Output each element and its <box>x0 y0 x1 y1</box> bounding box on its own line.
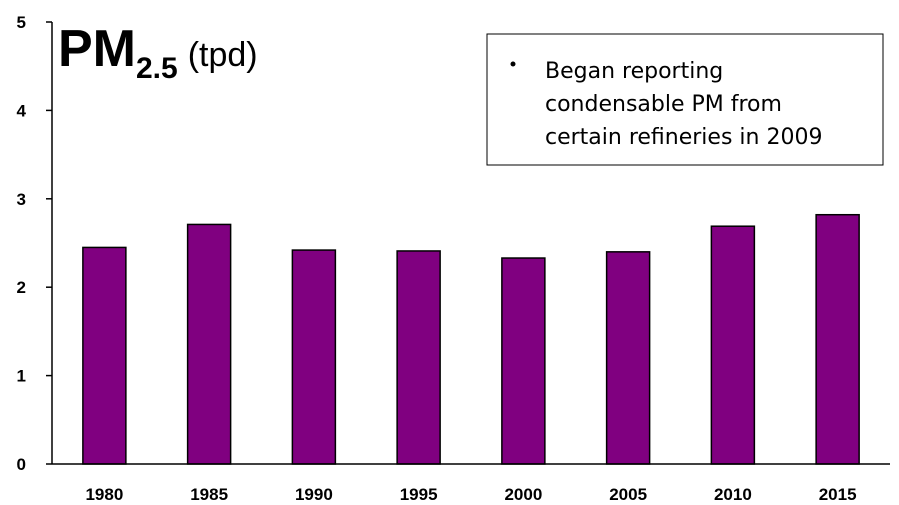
y-tick-label: 5 <box>17 13 26 32</box>
x-tick-label: 2005 <box>609 485 647 504</box>
annotation-line: condensable PM from <box>545 92 782 117</box>
y-tick-label: 0 <box>17 455 26 474</box>
x-tick-label: 1985 <box>190 485 228 504</box>
bar <box>291 249 337 465</box>
bar <box>501 257 546 465</box>
x-tick-label: 1990 <box>295 485 333 504</box>
annotation-line: certain refineries in 2009 <box>545 125 822 150</box>
bar <box>710 225 756 465</box>
bar <box>815 213 860 465</box>
annotation-box <box>486 33 884 166</box>
x-tick-label: 2000 <box>504 485 542 504</box>
x-tick-label: 1995 <box>400 485 438 504</box>
bar <box>605 251 651 465</box>
y-tick-label: 2 <box>17 278 26 297</box>
y-tick-label: 4 <box>17 101 27 120</box>
bar <box>396 250 441 465</box>
annotation-line: Began reporting <box>545 59 723 84</box>
bar <box>186 223 232 465</box>
bar <box>82 246 127 465</box>
chart-title: PM2.5 (tpd) <box>58 20 258 85</box>
title-subscript: 2.5 <box>136 52 178 85</box>
y-tick-label: 3 <box>17 190 26 209</box>
x-tick-label: 2015 <box>819 485 857 504</box>
x-tick-label: 1980 <box>85 485 123 504</box>
title-unit: (tpd) <box>188 36 258 74</box>
title-main: PM <box>58 20 136 78</box>
y-tick-label: 1 <box>17 367 26 386</box>
x-tick-label: 2010 <box>714 485 752 504</box>
bullet <box>510 61 516 67</box>
